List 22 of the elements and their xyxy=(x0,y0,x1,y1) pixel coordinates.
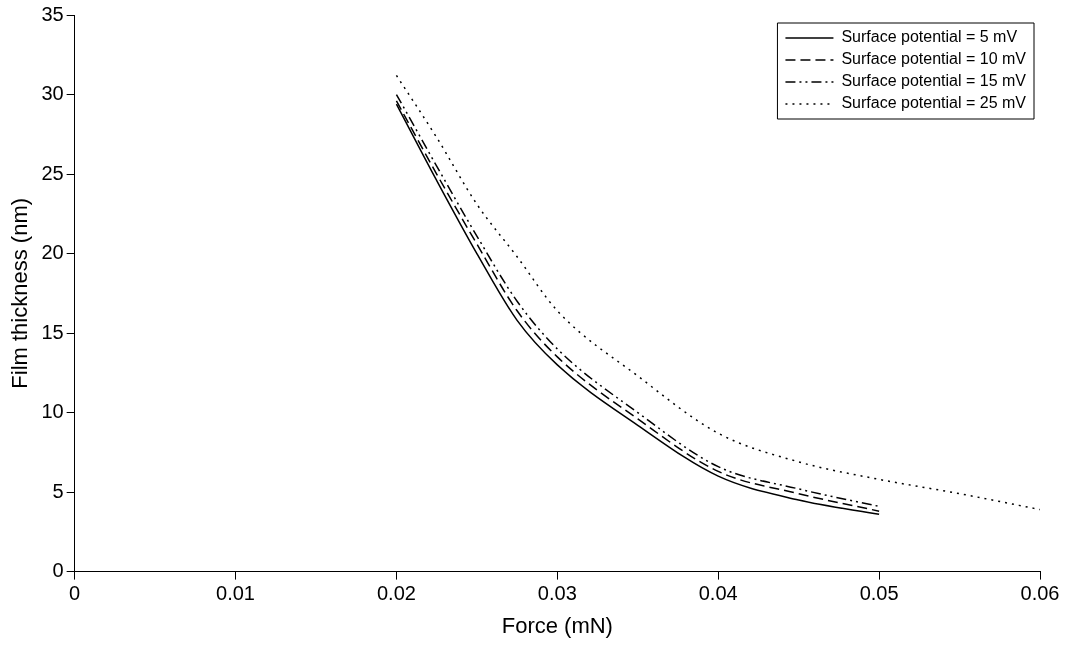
y-tick-label: 20 xyxy=(41,241,64,264)
x-tick-label: 0.01 xyxy=(216,582,256,605)
x-tick-label: 0.06 xyxy=(1020,582,1060,605)
x-tick-label: 0.04 xyxy=(698,582,738,605)
x-tick-label: 0.02 xyxy=(376,582,416,605)
y-tick-label: 25 xyxy=(41,161,64,184)
y-tick-label: 0 xyxy=(52,559,64,582)
y-tick-label: 35 xyxy=(41,2,64,25)
legend-label: Surface potential = 25 mV xyxy=(841,94,1027,112)
y-tick-label: 10 xyxy=(41,400,64,423)
y-tick-label: 15 xyxy=(41,320,64,343)
y-axis-title: Film thickness (nm) xyxy=(7,197,33,389)
x-tick-label: 0.03 xyxy=(537,582,577,605)
x-tick-label: 0.05 xyxy=(859,582,899,605)
x-axis-title: Force (mN) xyxy=(501,612,613,638)
legend-label: Surface potential = 10 mV xyxy=(841,50,1027,68)
legend-label: Surface potential = 15 mV xyxy=(841,72,1027,90)
y-tick-label: 30 xyxy=(41,82,64,105)
y-tick-label: 5 xyxy=(52,479,64,502)
line-series xyxy=(395,74,1040,511)
x-tick-label: 0 xyxy=(69,582,81,605)
legend-label: Surface potential = 5 mV xyxy=(841,28,1018,46)
